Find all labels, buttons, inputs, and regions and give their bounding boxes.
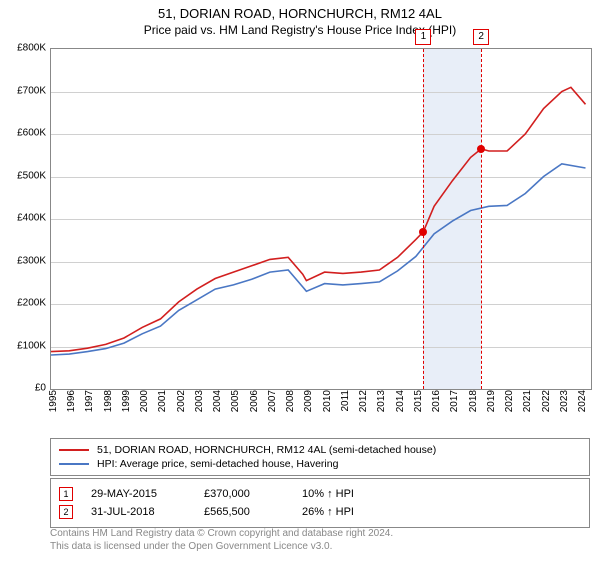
y-tick-label: £0 <box>35 383 46 394</box>
event-pct: 10% ↑ HPI <box>302 488 354 500</box>
footnote: Contains HM Land Registry data © Crown c… <box>50 528 590 553</box>
legend-item: HPI: Average price, semi-detached house,… <box>59 457 581 471</box>
x-tick-label: 2003 <box>194 390 205 412</box>
event-date: 29-MAY-2015 <box>91 488 186 500</box>
chart-area: 12 £0 £100K £200K £300K £400K £500K £600K £700K… <box>0 48 600 428</box>
x-tick-label: 2022 <box>541 390 552 412</box>
x-tick-label: 1997 <box>84 390 95 412</box>
event-pct: 26% ↑ HPI <box>302 506 354 518</box>
legend-item: 51, DORIAN ROAD, HORNCHURCH, RM12 4AL (s… <box>59 443 581 457</box>
x-tick-label: 1999 <box>121 390 132 412</box>
event-row: 2 31-JUL-2018 £565,500 26% ↑ HPI <box>59 503 581 521</box>
x-tick-label: 2011 <box>340 390 351 412</box>
chart-title: 51, DORIAN ROAD, HORNCHURCH, RM12 4AL <box>0 6 600 21</box>
legend-swatch <box>59 449 89 451</box>
y-tick-label: £800K <box>17 43 46 54</box>
legend-label: HPI: Average price, semi-detached house,… <box>97 458 338 470</box>
y-tick-label: £600K <box>17 128 46 139</box>
event-vline <box>481 49 482 389</box>
y-tick-label: £300K <box>17 255 46 266</box>
chart-container: 51, DORIAN ROAD, HORNCHURCH, RM12 4AL Pr… <box>0 6 600 566</box>
plot-area: 12 <box>50 48 592 390</box>
series-property <box>51 87 586 351</box>
arrow-up-icon: ↑ <box>327 488 333 500</box>
y-tick-label: £500K <box>17 170 46 181</box>
x-tick-label: 1996 <box>66 390 77 412</box>
x-tick-label: 2010 <box>322 390 333 412</box>
series-hpi <box>51 164 586 355</box>
chart-subtitle: Price paid vs. HM Land Registry's House … <box>0 23 600 37</box>
x-tick-label: 2021 <box>522 390 533 412</box>
x-tick-label: 2015 <box>413 390 424 412</box>
x-tick-label: 2009 <box>303 390 314 412</box>
x-tick-label: 2007 <box>267 390 278 412</box>
y-tick-label: £200K <box>17 298 46 309</box>
y-tick-label: £400K <box>17 213 46 224</box>
x-tick-label: 2002 <box>176 390 187 412</box>
events-table: 1 29-MAY-2015 £370,000 10% ↑ HPI 2 31-JUL-201… <box>50 478 590 528</box>
x-tick-label: 2012 <box>358 390 369 412</box>
footnote-line: This data is licensed under the Open Gov… <box>50 541 590 554</box>
arrow-up-icon: ↑ <box>327 506 333 518</box>
x-tick-label: 2019 <box>486 390 497 412</box>
x-tick-label: 2001 <box>157 390 168 412</box>
event-num: 1 <box>59 487 73 501</box>
legend-swatch <box>59 463 89 465</box>
x-tick-label: 2020 <box>504 390 515 412</box>
event-price: £565,500 <box>204 506 284 518</box>
event-num: 2 <box>59 505 73 519</box>
event-dot <box>477 145 485 153</box>
x-tick-label: 2013 <box>376 390 387 412</box>
x-tick-label: 2006 <box>249 390 260 412</box>
x-tick-label: 1995 <box>48 390 59 412</box>
event-date: 31-JUL-2018 <box>91 506 186 518</box>
footnote-line: Contains HM Land Registry data © Crown c… <box>50 528 590 541</box>
event-callout: 2 <box>473 29 489 45</box>
x-tick-label: 1998 <box>103 390 114 412</box>
legend: 51, DORIAN ROAD, HORNCHURCH, RM12 4AL (s… <box>50 438 590 476</box>
event-row: 1 29-MAY-2015 £370,000 10% ↑ HPI <box>59 485 581 503</box>
x-tick-label: 2024 <box>577 390 588 412</box>
y-tick-label: £100K <box>17 340 46 351</box>
x-tick-label: 2004 <box>212 390 223 412</box>
y-tick-label: £700K <box>17 85 46 96</box>
event-vline <box>423 49 424 389</box>
event-price: £370,000 <box>204 488 284 500</box>
legend-label: 51, DORIAN ROAD, HORNCHURCH, RM12 4AL (s… <box>97 444 436 456</box>
event-dot <box>419 228 427 236</box>
x-tick-label: 2014 <box>395 390 406 412</box>
x-tick-label: 2008 <box>285 390 296 412</box>
series-svg <box>51 49 591 389</box>
x-tick-label: 2005 <box>230 390 241 412</box>
x-tick-label: 2018 <box>468 390 479 412</box>
event-callout: 1 <box>415 29 431 45</box>
x-tick-label: 2023 <box>559 390 570 412</box>
x-tick-label: 2017 <box>449 390 460 412</box>
x-tick-label: 2016 <box>431 390 442 412</box>
x-tick-label: 2000 <box>139 390 150 412</box>
